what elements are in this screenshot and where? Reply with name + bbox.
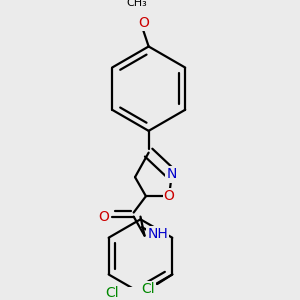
Text: Cl: Cl [141,282,154,296]
Text: NH: NH [147,227,168,241]
Text: O: O [98,210,109,224]
Text: CH₃: CH₃ [126,0,147,8]
Text: Cl: Cl [105,286,119,300]
Text: N: N [167,167,177,182]
Text: O: O [164,189,175,203]
Text: O: O [138,16,148,30]
